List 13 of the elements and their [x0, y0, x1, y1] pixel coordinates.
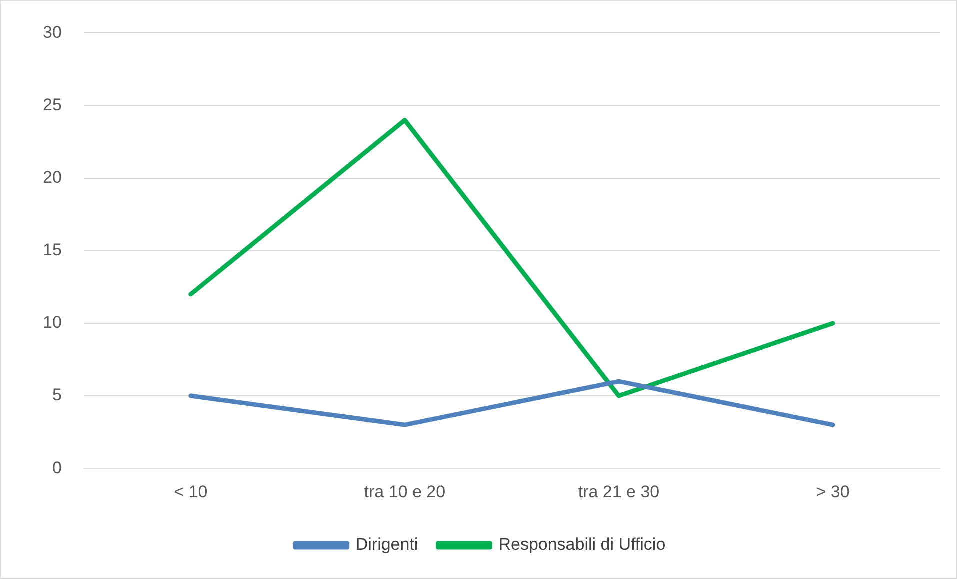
y-tick-label: 5 [52, 386, 62, 405]
x-tick-label: > 30 [816, 482, 850, 502]
y-tick-label: 25 [42, 95, 62, 114]
x-tick-label: < 10 [174, 482, 208, 502]
legend-label: Responsabili di Ufficio [498, 535, 666, 554]
y-tick-label: 10 [42, 313, 62, 332]
x-tick-label: tra 21 e 30 [578, 482, 660, 502]
x-tick-label: tra 10 e 20 [364, 482, 446, 502]
y-tick-label: 30 [42, 22, 62, 42]
y-tick-label: 15 [42, 240, 62, 260]
y-tick-label: 20 [42, 168, 62, 188]
legend-label: Dirigenti [356, 535, 418, 554]
y-tick-label: 0 [52, 458, 62, 478]
